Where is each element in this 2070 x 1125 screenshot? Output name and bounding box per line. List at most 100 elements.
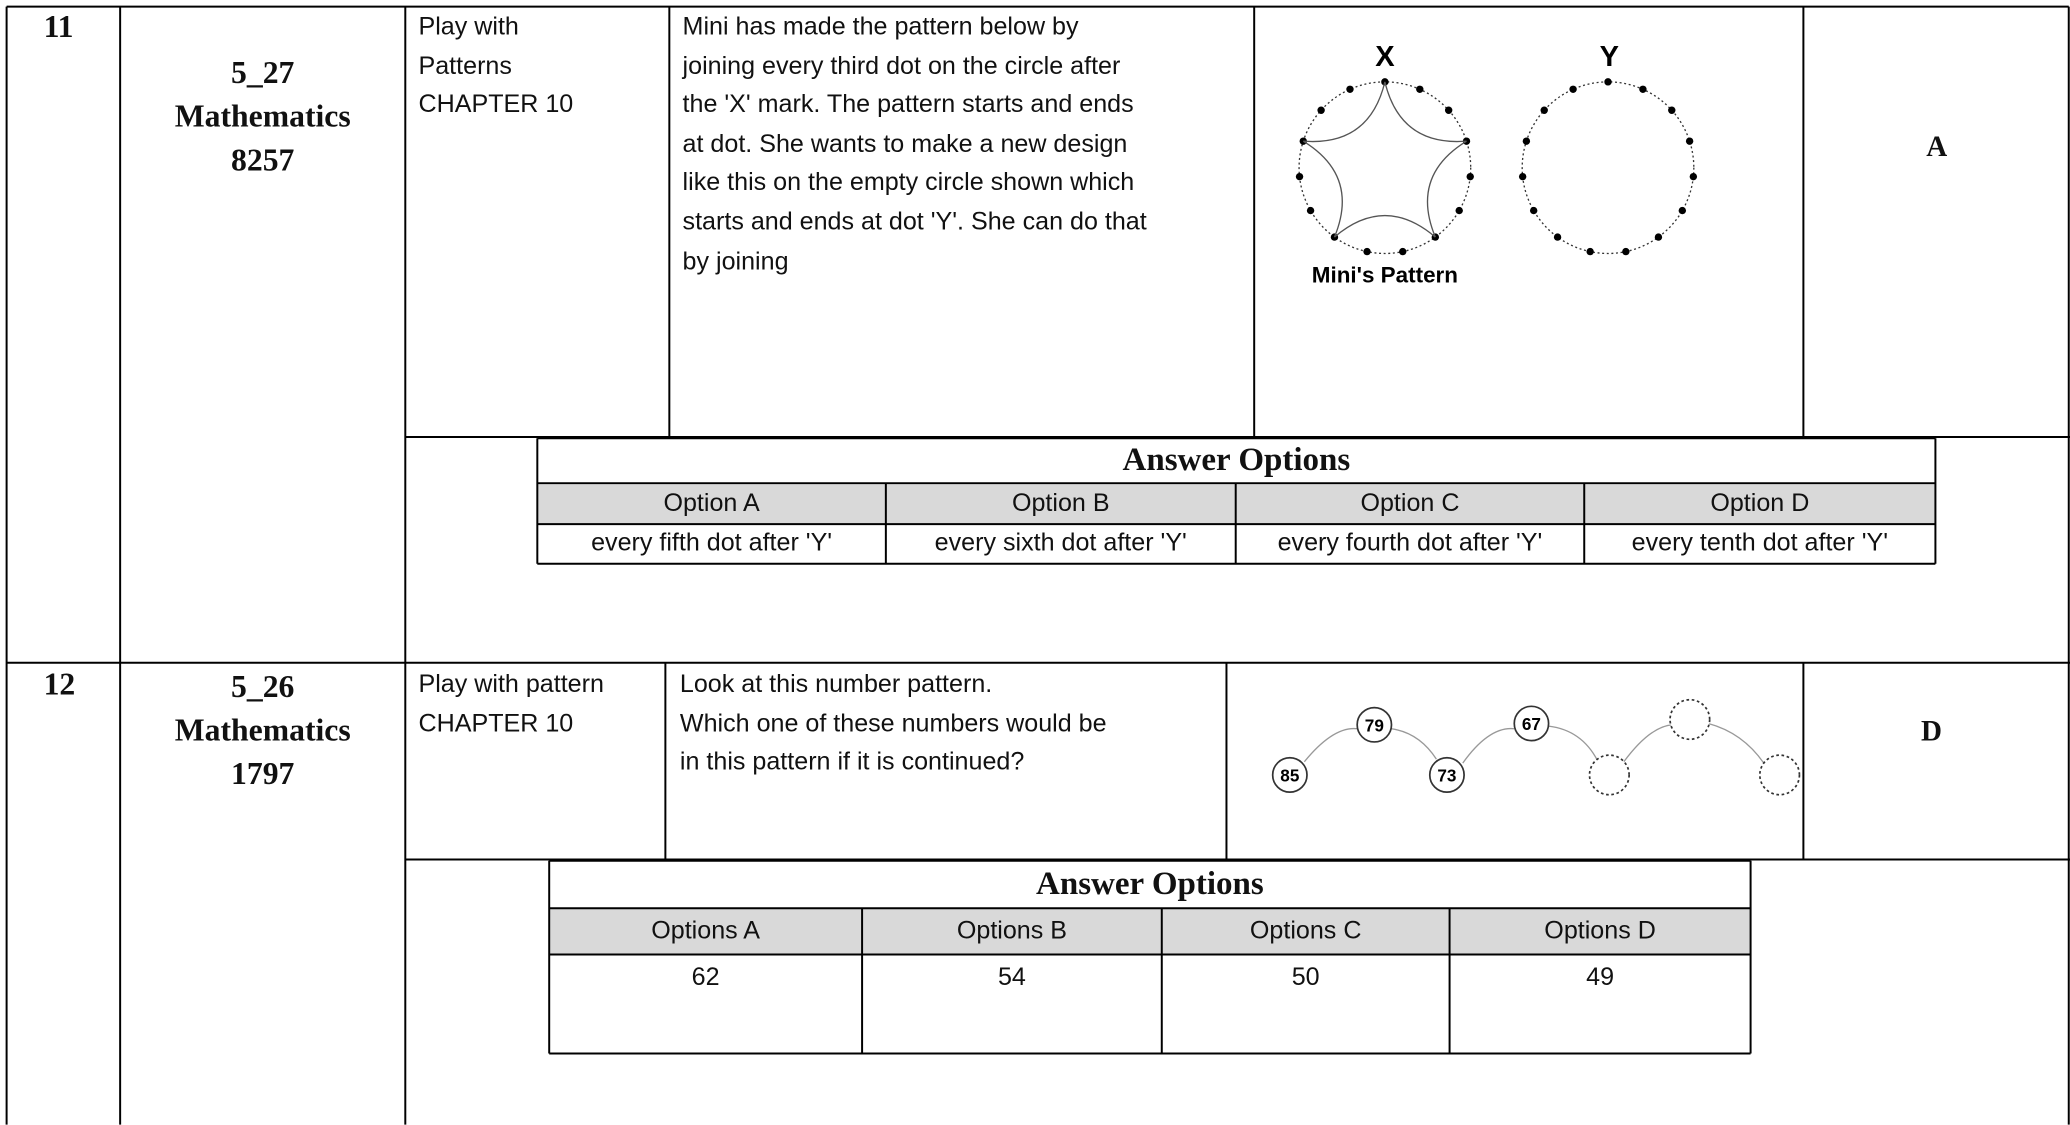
chapter-line: Patterns — [418, 52, 512, 80]
dot — [1444, 106, 1453, 114]
dot — [1639, 85, 1647, 93]
code-line: 5_26 — [231, 670, 295, 705]
figure-label: X — [1375, 41, 1395, 73]
dot — [1685, 137, 1694, 145]
option-value: every fourth dot after 'Y' — [1277, 529, 1543, 558]
pattern-circle — [1521, 81, 1695, 255]
question-line: Mini has made the pattern below by — [682, 13, 1079, 41]
figure-label: Y — [1600, 41, 1619, 73]
question-line: at dot. She wants to make a new design — [682, 130, 1128, 159]
circle-number: 85 — [1280, 766, 1300, 786]
dot — [1295, 172, 1304, 181]
figure-caption: Mini's Pattern — [1312, 263, 1458, 288]
option-value: every sixth dot after 'Y' — [934, 529, 1187, 558]
option-header: Options D — [1544, 916, 1656, 945]
option-value: 54 — [997, 963, 1026, 992]
circle-labels: 85 79 73 67 — [1280, 714, 1541, 785]
circle-number: 67 — [1522, 714, 1541, 734]
dot — [1518, 172, 1527, 181]
dot — [1540, 106, 1548, 114]
chapter-line: Play with — [418, 13, 519, 41]
pattern-arcs — [1302, 81, 1467, 238]
option-header: Option A — [663, 489, 760, 517]
question-line: like this on the empty circle shown whic… — [682, 169, 1135, 198]
chapter: Play with pattern CHAPTER 10 — [419, 665, 604, 743]
curve — [1303, 722, 1765, 764]
code-line: 8257 — [231, 143, 295, 179]
question-code: 5_26 Mathematics 1797 — [120, 667, 405, 798]
empty-circle — [1758, 754, 1801, 796]
dot — [1306, 206, 1315, 215]
dot — [1678, 206, 1687, 215]
code-line: Mathematics — [174, 100, 351, 135]
option-header: Options A — [651, 916, 761, 945]
number-circle — [1428, 756, 1465, 793]
row-number: 11 — [43, 10, 74, 45]
option-value: 49 — [1586, 963, 1615, 992]
dot — [1529, 206, 1538, 215]
code-line: 5_27 — [231, 56, 295, 92]
question-line: starts and ends at dot 'Y'. She can do t… — [682, 208, 1147, 237]
option-value: every tenth dot after 'Y' — [1631, 529, 1889, 558]
option-header: Option C — [1360, 489, 1460, 517]
dot — [1363, 247, 1371, 256]
number-circle — [1356, 706, 1393, 743]
header-fill — [549, 908, 1751, 955]
code-line: 1797 — [231, 757, 295, 793]
question-line: by joining — [682, 247, 789, 276]
option-value: 62 — [691, 963, 720, 992]
question-line: Which one of these numbers would be — [679, 709, 1107, 738]
circle-number: 73 — [1437, 766, 1456, 786]
grid-lines — [5, 5, 2070, 1125]
dot — [1586, 247, 1594, 256]
option-value: every fifth dot after 'Y' — [591, 529, 833, 558]
dot — [1622, 247, 1630, 256]
question-text: Mini has made the pattern below by joini… — [683, 8, 1147, 281]
code-line: Mathematics — [174, 714, 351, 749]
question-text: Look at this number pattern. Which one o… — [680, 665, 1107, 782]
pattern-circle — [1298, 81, 1472, 255]
row-number: 12 — [43, 668, 76, 703]
dot — [1317, 106, 1325, 114]
option-header: Option B — [1011, 489, 1110, 517]
pattern-curve — [1303, 722, 1765, 764]
answer-key: D — [1920, 714, 1942, 748]
option-header: Options C — [1249, 916, 1362, 945]
circle-number: 79 — [1365, 715, 1384, 735]
question-code: 5_27 Mathematics 8257 — [120, 53, 405, 184]
empty-circle — [1669, 698, 1711, 741]
dot — [1553, 233, 1562, 241]
question-line: Look at this number pattern. — [679, 670, 993, 699]
dot — [1689, 172, 1698, 181]
question-line: the 'X' mark. The pattern starts and end… — [682, 91, 1134, 120]
number-circles — [1271, 698, 1801, 796]
dot — [1416, 85, 1424, 93]
dot — [1604, 78, 1612, 86]
dot — [1522, 137, 1531, 145]
question-line: joining every third dot on the circle af… — [682, 52, 1121, 80]
chapter-line: Play with pattern — [418, 670, 604, 699]
pattern-figure — [1295, 78, 1698, 256]
number-circle — [1513, 705, 1550, 742]
dot — [1346, 85, 1354, 93]
option-header: Option D — [1710, 489, 1810, 517]
options-title: Answer Options — [1122, 442, 1351, 478]
answer-key: A — [1926, 129, 1948, 163]
chapter: Play with Patterns CHAPTER 10 — [419, 8, 574, 125]
chapter-line: CHAPTER 10 — [418, 709, 574, 738]
dot — [1654, 233, 1663, 241]
options-title: Answer Options — [1036, 866, 1264, 902]
dot — [1668, 106, 1676, 114]
question-line: in this pattern if it is continued? — [679, 748, 1025, 777]
dot — [1569, 85, 1577, 93]
option-value: 50 — [1291, 963, 1320, 992]
dot — [1399, 247, 1407, 256]
chapter-line: CHAPTER 10 — [418, 91, 574, 120]
empty-circle — [1588, 754, 1630, 796]
number-circle — [1271, 756, 1308, 793]
dot — [1455, 206, 1463, 215]
dot — [1466, 172, 1474, 181]
